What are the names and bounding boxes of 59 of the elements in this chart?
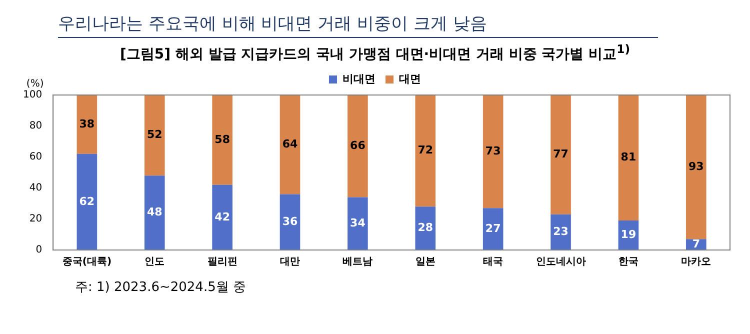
bar [144, 94, 165, 176]
bar [348, 196, 368, 250]
y-axis-title: (%) [26, 78, 44, 90]
data-label: 19 [620, 228, 636, 241]
bar [144, 175, 165, 250]
bar [280, 194, 300, 250]
data-label: 77 [553, 147, 568, 160]
x-tick-label: 필리핀 [207, 256, 238, 268]
data-label: 58 [214, 132, 230, 146]
legend-label: 대면 [399, 72, 421, 86]
bar [686, 94, 706, 239]
x-tick-label: 인도네시아 [536, 256, 586, 268]
x-tick-label: 일본 [415, 256, 436, 268]
y-tick-label: 80 [29, 120, 42, 132]
data-label: 72 [418, 143, 434, 156]
x-tick-label: 태국 [483, 256, 504, 268]
data-label: 62 [79, 194, 95, 208]
bar [415, 94, 436, 206]
x-tick-label: 베트남 [342, 256, 373, 268]
y-tick-label: 60 [29, 151, 42, 162]
data-label: 23 [553, 224, 568, 238]
data-label: 93 [688, 160, 704, 173]
x-tick-label: 마카오 [681, 256, 712, 268]
bar [212, 94, 232, 185]
data-label: 27 [485, 222, 501, 235]
data-label: 28 [418, 220, 434, 234]
bar [280, 94, 300, 194]
bar [415, 206, 436, 250]
bar [618, 94, 639, 220]
y-tick-label: 40 [29, 182, 42, 194]
y-tick-label: 0 [36, 244, 42, 256]
data-label: 7 [692, 237, 700, 250]
y-tick-label: 20 [29, 213, 42, 224]
bar [550, 94, 571, 214]
text: 주: 1) 2023.6~2024.5월 중 [75, 278, 247, 296]
bar [482, 208, 504, 250]
data-label: 52 [146, 128, 162, 141]
x-tick-label: 중국(대륙) [62, 256, 112, 268]
bar [212, 184, 232, 250]
data-label: 48 [146, 205, 162, 218]
chart-subtitle: [그림5] 해외 발급 지급카드의 국내 가맹점 대면·비대면 거래 비중 국가별 비교$^{1)}$ [118, 42, 632, 64]
bar [76, 94, 98, 154]
data-label: 73 [485, 144, 501, 158]
data-label: 38 [79, 116, 95, 130]
chart-title: 우리나라는 주요국에 비해 비대면 거래 비중이 크게 낮음 [58, 12, 658, 38]
x-tick-label: 인도 [144, 256, 165, 268]
data-label: 42 [214, 210, 230, 223]
legend-label: 비대면 [342, 72, 376, 86]
data-label: 81 [620, 150, 636, 164]
x-tick-label: 한국 [618, 256, 638, 268]
x-tick-label: 대만 [280, 256, 300, 268]
bar [348, 94, 368, 197]
data-label: 66 [350, 138, 366, 152]
data-label: 36 [282, 214, 298, 228]
bar [482, 94, 504, 208]
bar [76, 154, 98, 250]
data-label: 34 [350, 216, 366, 230]
data-label: 64 [282, 137, 298, 150]
y-tick-label: 100 [22, 89, 42, 100]
